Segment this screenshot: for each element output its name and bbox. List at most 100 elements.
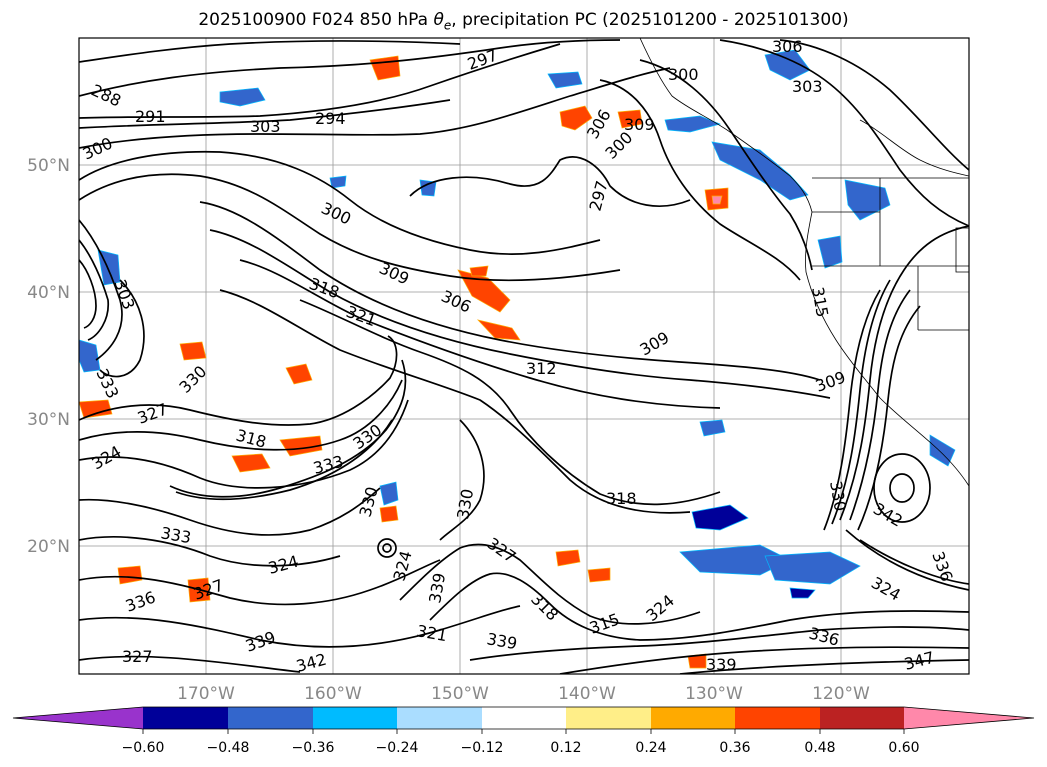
neg-patch <box>817 235 843 269</box>
contour <box>79 379 403 451</box>
coastline <box>859 119 969 177</box>
contour <box>79 39 621 97</box>
border <box>955 227 969 273</box>
pos-patch <box>179 341 207 361</box>
contour <box>79 43 561 119</box>
contour-label: 312 <box>526 359 557 378</box>
contour <box>845 529 969 591</box>
neg-patch <box>929 434 956 467</box>
contour <box>79 655 301 673</box>
contour-label: 339 <box>706 655 737 674</box>
contour <box>79 150 601 255</box>
pos-patch <box>285 363 313 385</box>
precip-anomaly-patches <box>79 49 956 599</box>
contour-label: 327 <box>122 647 153 666</box>
contour <box>559 646 969 674</box>
contour <box>219 289 691 514</box>
colorbar-swatch <box>397 707 482 729</box>
colorbar-swatch <box>735 707 820 729</box>
map-title: 2025100900 F024 850 hPa θe, precipitatio… <box>0 10 1047 32</box>
contour <box>79 173 621 282</box>
neg-patch <box>329 175 347 189</box>
contour-label: 306 <box>772 37 803 56</box>
contour <box>79 259 97 329</box>
contour <box>209 229 831 399</box>
colorbar: −0.60 −0.48 −0.36 −0.24 −0.12 0.12 0.24 … <box>12 706 1035 756</box>
contour <box>79 67 671 149</box>
contour <box>175 419 393 501</box>
latitude-labels: 50°N 40°N 30°N 20°N <box>27 156 70 557</box>
theta-e-contours <box>79 39 969 674</box>
contour <box>779 39 969 171</box>
colorbar-ticks <box>142 729 905 734</box>
pos-patch <box>117 565 143 585</box>
colorbar-label: 0.24 <box>635 740 666 756</box>
pos-patch <box>457 269 511 313</box>
colorbar-swatch <box>820 707 904 729</box>
contour <box>99 279 145 378</box>
coastline <box>639 38 969 487</box>
contour <box>823 289 881 531</box>
pos-patch <box>559 105 593 131</box>
neg-patch <box>79 339 101 373</box>
colorbar-label: −0.60 <box>122 740 165 756</box>
contour-label: 303 <box>250 117 281 136</box>
lat-label-40n: 40°N <box>27 283 70 303</box>
lat-label-30n: 30°N <box>27 410 70 430</box>
colorbar-swatch <box>566 707 651 729</box>
contour-label: 318 <box>606 489 637 508</box>
contour <box>79 605 521 648</box>
contour <box>239 259 721 409</box>
neg-patch <box>764 49 811 81</box>
contour <box>849 289 911 521</box>
contour <box>79 40 461 63</box>
contour <box>79 399 409 489</box>
neg-patch <box>691 504 749 531</box>
contour-label: 294 <box>315 109 346 128</box>
contour <box>639 59 813 271</box>
pos-patch <box>79 399 113 419</box>
contour <box>169 359 407 498</box>
colorbar-swatch <box>143 707 228 729</box>
contour-label: 291 <box>135 107 166 126</box>
contour <box>79 335 398 426</box>
title-prefix: 2025100900 F024 850 hPa <box>198 10 434 30</box>
lat-label-50n: 50°N <box>27 156 70 176</box>
neg-patch <box>764 551 861 585</box>
contour <box>79 99 451 129</box>
map-field: 288 291 303 294 297 306 300 303 300 306 … <box>79 37 969 674</box>
neg-patch <box>664 115 722 133</box>
neg-patch <box>789 587 816 599</box>
pos-patch <box>617 109 643 129</box>
contour <box>831 279 891 525</box>
contour <box>719 39 969 227</box>
longitude-labels: 170°W 160°W 150°W 140°W 130°W 120°W <box>177 684 870 704</box>
lon-label-130w: 130°W <box>685 684 743 704</box>
map-frame <box>78 37 970 675</box>
pos-patch <box>379 505 399 523</box>
lon-label-140w: 140°W <box>558 684 616 704</box>
contour <box>599 79 801 281</box>
contour <box>439 419 485 541</box>
pos-patch <box>711 195 723 205</box>
contour <box>859 539 969 585</box>
colorbar-label: 0.36 <box>719 740 750 756</box>
pos-patch <box>279 435 323 457</box>
contour <box>382 543 392 553</box>
neg-patch <box>219 87 266 107</box>
colorbar-label: 0.12 <box>550 740 581 756</box>
neg-patch <box>844 179 891 221</box>
lon-label-150w: 150°W <box>431 684 489 704</box>
colorbar-label: 0.48 <box>804 740 835 756</box>
colorbar-swatch <box>482 707 566 729</box>
colorbar-label: −0.12 <box>461 740 504 756</box>
colorbar-swatch <box>313 707 397 729</box>
neg-patch <box>379 481 399 506</box>
contour <box>79 487 381 536</box>
colorbar-swatch <box>651 707 735 729</box>
coastlines <box>639 38 969 487</box>
neg-patch <box>419 179 437 197</box>
colorbar-label: −0.48 <box>207 740 250 756</box>
pos-patch <box>587 567 611 583</box>
